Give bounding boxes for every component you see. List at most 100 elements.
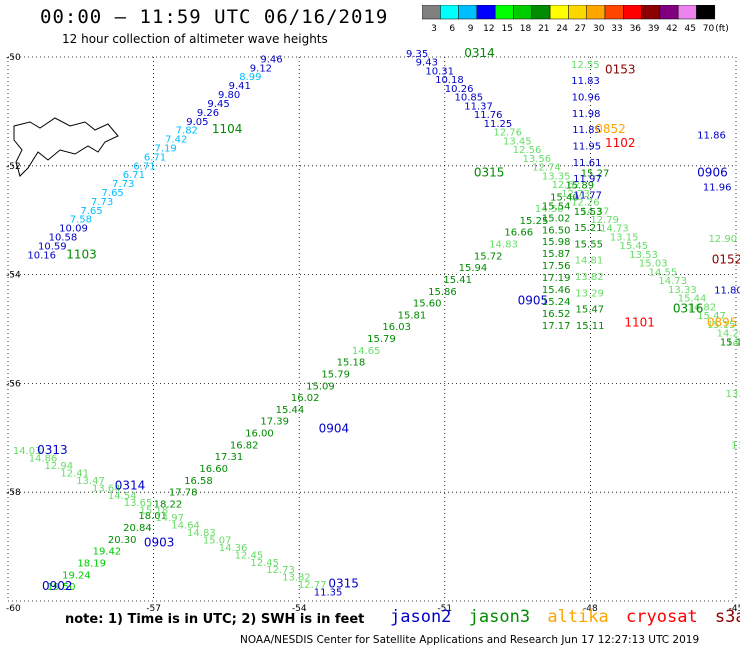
pass-label: 1104: [212, 122, 243, 136]
swh-value: 12.26: [571, 198, 600, 209]
swh-value: 15.27: [581, 169, 610, 180]
swh-value: 9.46: [260, 54, 282, 65]
swh-value: 16.50: [542, 225, 571, 236]
legend-label: 45: [684, 24, 695, 34]
swh-value: 10.59: [38, 241, 67, 252]
credit-line: NOAA/NESDIS Center for Satellite Applica…: [240, 634, 700, 646]
swh-value: 11.61: [573, 158, 602, 169]
swh-value: 11.25: [484, 119, 513, 130]
legend-label: 27: [575, 24, 586, 34]
legend-label: 15: [501, 24, 512, 34]
swh-value: 15.79: [367, 334, 396, 345]
swh-value: 13.33: [668, 285, 697, 296]
swh-value: 14.59: [726, 337, 740, 348]
swh-value: 17.17: [542, 321, 571, 332]
coastline-icon: [13, 117, 119, 177]
swh-value: 12.94: [45, 461, 74, 472]
swh-value: 12.55: [571, 60, 600, 71]
legend-label: 24: [556, 24, 568, 34]
swh-value: 15.87: [542, 249, 571, 260]
legend-label: 21: [538, 24, 549, 34]
swh-value: 15.40: [550, 192, 579, 203]
swh-value: 15.09: [306, 381, 335, 392]
swh-value: 12.45: [250, 558, 279, 569]
swh-value: 10.31: [425, 66, 454, 77]
swh-value: 14.82: [687, 302, 716, 313]
swh-value: 9.35: [406, 49, 428, 60]
swh-value: 14.86: [29, 454, 58, 465]
swh-value: 14.83: [489, 240, 518, 251]
swh-value: 15.94: [459, 263, 488, 274]
swh-value: 14.03: [13, 446, 42, 457]
x-tick-label: -54: [292, 604, 307, 614]
swh-value: 13.47: [76, 476, 105, 487]
swh-value: 20.84: [123, 523, 152, 534]
swh-value: 16.52: [542, 309, 571, 320]
swh-value: 15.45: [620, 241, 649, 252]
swh-value: 16.66: [504, 228, 533, 239]
swh-value: 15.03: [639, 259, 668, 270]
pass-label: 1102: [605, 136, 636, 150]
swh-value: 11.96: [703, 182, 732, 193]
swh-value: 15.02: [542, 213, 571, 224]
swh-value: 11.95: [573, 141, 602, 152]
satellite-key: jason2 jason3 altika cryosat s3a: [390, 607, 740, 627]
swh-value: 9.43: [416, 58, 438, 69]
swh-value: 12.73: [266, 565, 295, 576]
swh-value: 20.30: [108, 535, 137, 546]
swh-value: 12.77: [298, 580, 327, 591]
swh-value: 13.00: [731, 441, 740, 452]
swh-value: 10.96: [572, 93, 601, 104]
swh-value: 15.55: [574, 239, 603, 250]
swh-value: 14.26: [717, 329, 740, 340]
swh-value: 12.62: [552, 180, 581, 191]
swh-value: 16.00: [245, 429, 274, 440]
legend-label: 36: [630, 24, 642, 34]
swh-value: 6.71: [144, 152, 166, 163]
y-tick-label: -52: [6, 162, 21, 172]
swh-value: 9.45: [207, 99, 229, 110]
legend-label: 70: [703, 24, 715, 34]
swh-value: 15.44: [276, 405, 305, 416]
color-legend: 3 6 9 12 15 18 21 24 27 30 33 36 39 42 45 70 (ft): [422, 5, 729, 34]
swh-value: 8.99: [239, 72, 261, 83]
swh-value: 9.41: [229, 81, 251, 92]
pass-label: 0895: [707, 315, 738, 329]
swh-value: 14.81: [575, 256, 604, 267]
swh-value: 15.81: [398, 310, 427, 321]
sat-altika: altika: [547, 607, 609, 627]
swh-value: 13.82: [575, 272, 604, 283]
swh-value: 15.53: [574, 207, 603, 218]
pass-label: 0905: [518, 294, 549, 308]
swh-value: 11.85: [572, 125, 601, 136]
swh-value: 19.42: [93, 547, 122, 558]
legend-label: 39: [648, 24, 660, 34]
swh-value: 10.85: [455, 93, 484, 104]
swh-value: 15.79: [321, 369, 350, 380]
swh-value: 11.83: [571, 76, 600, 87]
swh-value: 17.78: [169, 488, 198, 499]
x-tick-label: -60: [6, 604, 21, 614]
swh-value: 14.64: [171, 521, 200, 532]
swh-value: 17.39: [260, 417, 289, 428]
swh-value: 13.65: [124, 498, 153, 509]
swh-value: 15.15: [707, 320, 736, 331]
swh-value: 17.56: [542, 261, 571, 272]
swh-value: 12.76: [493, 128, 522, 139]
swh-value: 12.45: [235, 550, 264, 561]
swh-value: 13.29: [575, 288, 604, 299]
swh-value: 13.13: [725, 389, 740, 400]
legend-label: 9: [468, 24, 474, 34]
swh-value: 9.80: [218, 90, 240, 101]
swh-value: 15.44: [678, 294, 707, 305]
swh-value: 15.47: [697, 311, 726, 322]
swh-value: 7.73: [112, 179, 134, 190]
swh-value: 13.53: [629, 250, 658, 261]
swh-value: 7.19: [154, 143, 176, 154]
swh-value: 14.50: [535, 204, 564, 215]
sat-s3a: s3a: [714, 607, 740, 627]
swh-value: 7.65: [80, 206, 102, 217]
swh-value: 13.35: [542, 171, 571, 182]
swh-value: 15.86: [428, 287, 457, 298]
swh-value: 15.18: [140, 506, 169, 517]
